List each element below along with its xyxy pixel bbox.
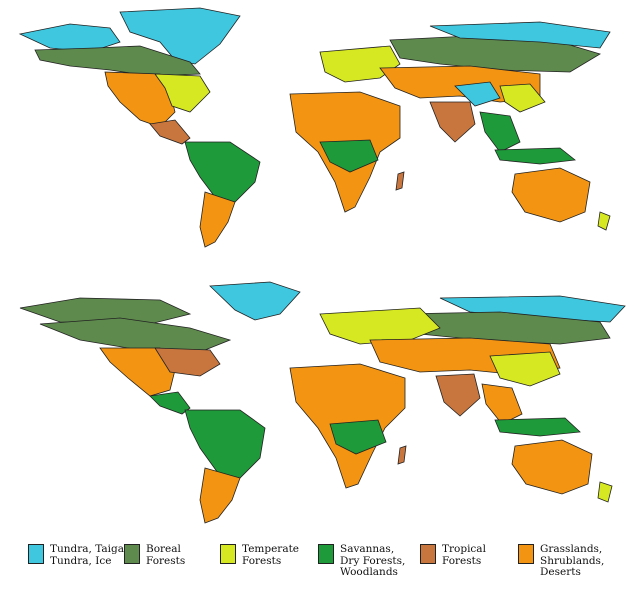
legend-swatch-tropical xyxy=(420,544,436,564)
legend-swatch-savanna xyxy=(318,544,334,564)
legend-item-grassland: Grasslands, Shrublands, Deserts xyxy=(518,543,605,579)
legend-label-tundra: Tundra, Taiga- Tundra, Ice xyxy=(50,543,128,567)
north-america-temperate-region xyxy=(154,347,221,377)
east-asia-temperate-region xyxy=(499,83,546,113)
greenland-region xyxy=(209,281,301,321)
world-biome-map-top xyxy=(18,7,611,248)
legend-label-tropical: Tropical Forests xyxy=(442,543,486,567)
south-asia-region xyxy=(435,373,481,417)
legend-swatch-grassland xyxy=(518,544,534,564)
greenland-region xyxy=(119,7,241,65)
north-america-temperate-region xyxy=(154,73,211,113)
se-asia-region xyxy=(479,111,521,153)
legend-item-boreal: Boreal Forests xyxy=(124,543,186,567)
east-asia-temperate-region xyxy=(489,351,561,387)
legend-label-temperate: Temperate Forests xyxy=(242,543,300,567)
madagascar-region xyxy=(395,171,405,191)
south-america-grassland-region xyxy=(199,467,241,524)
legend-item-tundra: Tundra, Taiga- Tundra, Ice xyxy=(28,543,128,567)
eurasia-grassland-region xyxy=(379,65,541,103)
new-zealand-region xyxy=(597,211,611,231)
south-asia-region xyxy=(429,101,476,143)
australia-region xyxy=(511,439,593,495)
se-asia-region xyxy=(481,383,523,425)
legend-swatch-temperate xyxy=(220,544,236,564)
legend-label-savanna: Savannas, Dry Forests, Woodlands xyxy=(340,543,406,578)
africa-savanna-region xyxy=(329,419,387,455)
arctic-islands-region xyxy=(19,297,192,325)
south-america-grassland-region xyxy=(199,191,236,248)
east-asia-region xyxy=(454,81,501,107)
legend-item-savanna: Savannas, Dry Forests, Woodlands xyxy=(318,543,406,579)
central-america-region xyxy=(149,391,191,415)
legend-item-temperate: Temperate Forests xyxy=(220,543,300,567)
south-america-savanna-region xyxy=(184,141,261,203)
africa-savanna-region xyxy=(319,139,379,173)
legend-item-tropical: Tropical Forests xyxy=(420,543,486,567)
siberia-tundra-region xyxy=(429,21,611,49)
world-biome-map-bottom xyxy=(19,281,626,524)
south-america-savanna-region xyxy=(184,409,266,479)
europe-temperate-region xyxy=(319,45,401,83)
biome-legend: Tundra, Taiga- Tundra, Ice Boreal Forest… xyxy=(0,540,641,593)
arctic-islands-region xyxy=(18,23,121,53)
indonesia-region xyxy=(494,417,581,437)
north-america-boreal-region xyxy=(39,317,232,353)
indonesia-region xyxy=(494,147,577,165)
madagascar-region xyxy=(397,445,407,465)
australia-region xyxy=(511,167,591,223)
legend-label-boreal: Boreal Forests xyxy=(146,543,186,567)
siberia-tundra-region xyxy=(439,295,626,323)
new-zealand-region xyxy=(597,481,613,503)
legend-swatch-tundra xyxy=(28,544,44,564)
eurasia-boreal-region xyxy=(399,311,611,345)
legend-label-grassland: Grasslands, Shrublands, Deserts xyxy=(540,543,605,578)
legend-swatch-boreal xyxy=(124,544,140,564)
central-america-region xyxy=(149,119,191,145)
